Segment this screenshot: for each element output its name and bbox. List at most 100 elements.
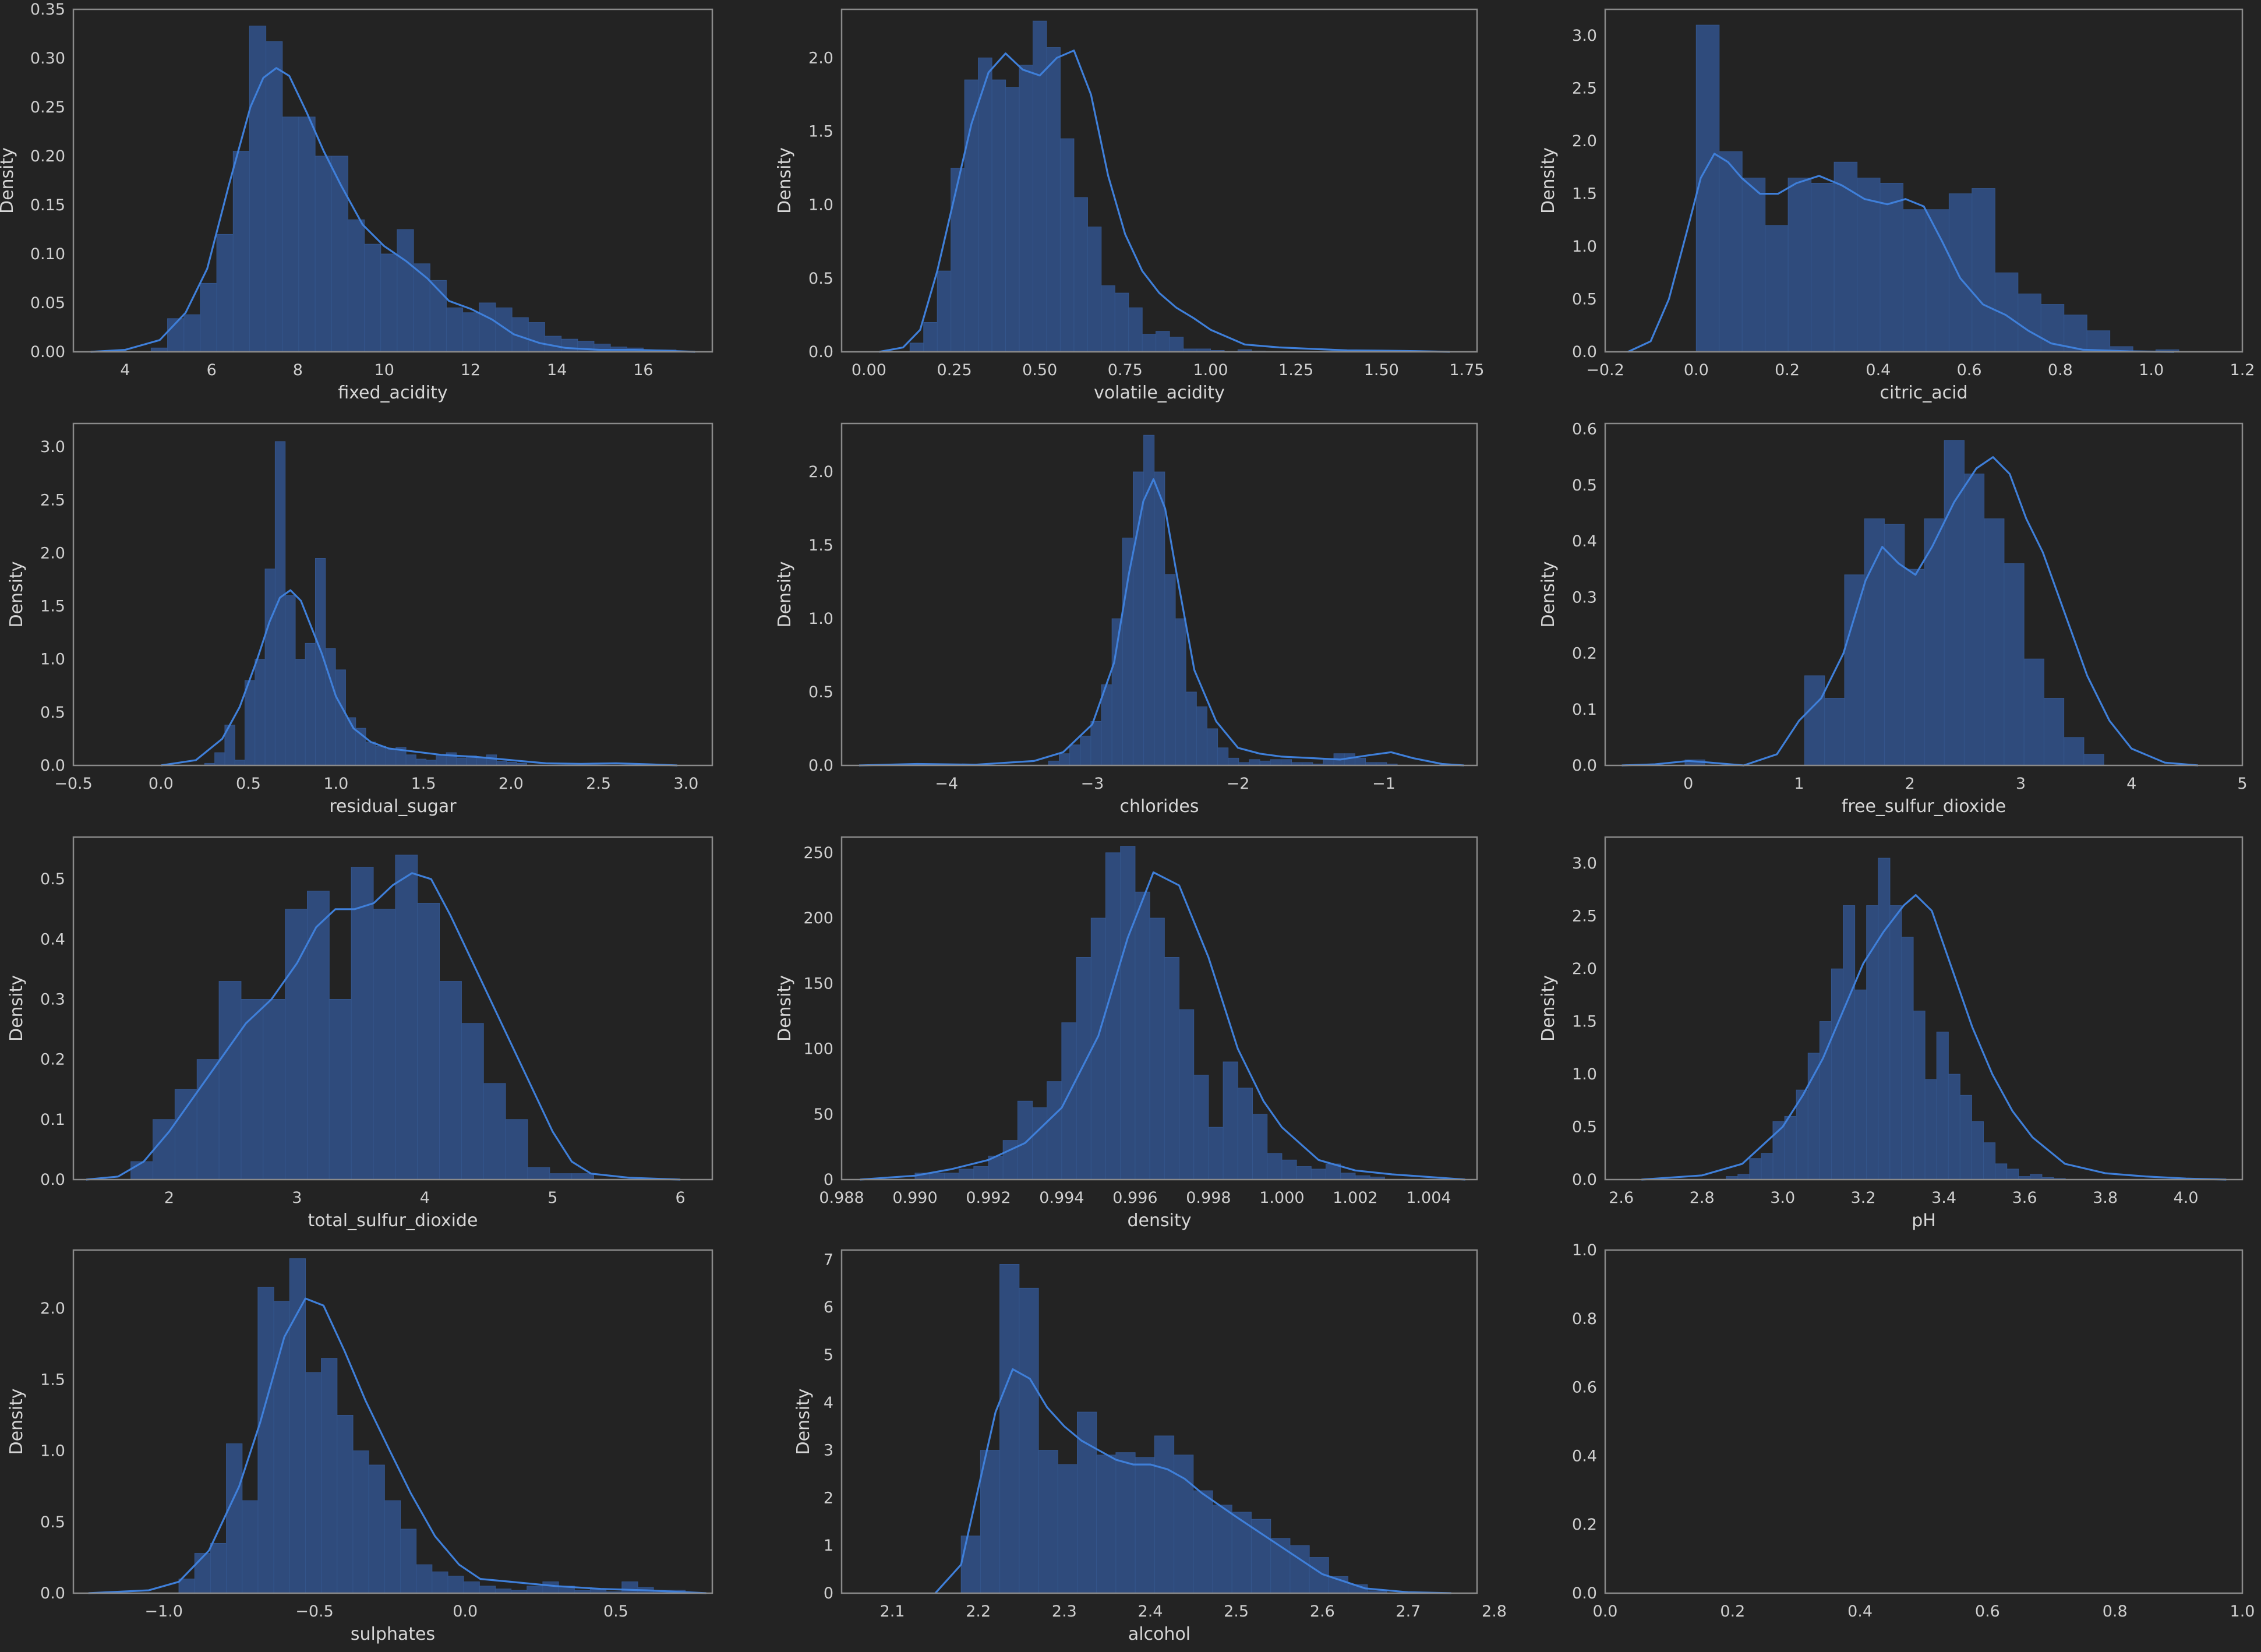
histogram-bar: [210, 1543, 227, 1594]
histogram-bar: [621, 1581, 638, 1594]
histogram-bar: [1046, 47, 1061, 352]
histogram-bar: [1831, 968, 1843, 1180]
x-tick-label: 16: [633, 361, 653, 379]
histogram-bar: [929, 1173, 945, 1180]
histogram-bar: [1251, 1519, 1271, 1594]
x-tick-label: −0.2: [1586, 361, 1624, 379]
histogram-bar: [1884, 524, 1905, 766]
histogram-bar: [1142, 334, 1157, 352]
histogram-bar: [416, 1564, 433, 1594]
histogram-bar: [384, 1500, 401, 1594]
histogram-bar: [439, 981, 462, 1180]
histogram-bar: [1057, 1464, 1078, 1594]
histogram-bar: [1122, 538, 1133, 766]
x-tick-label: 2.6: [1609, 1189, 1634, 1207]
kde-line: [86, 872, 681, 1181]
histogram-bar: [1005, 87, 1020, 352]
histogram-bar: [1090, 917, 1107, 1180]
histogram-bar: [937, 270, 952, 352]
histogram-bar: [959, 1169, 974, 1180]
histogram-bar: [1059, 753, 1071, 766]
histogram-bar: [1267, 1153, 1283, 1180]
axes-frame: [840, 1249, 1478, 1594]
histogram-bar: [483, 1083, 506, 1180]
x-tick-label: 0.994: [1039, 1189, 1084, 1207]
histogram-bar: [1995, 1163, 2008, 1180]
histogram-bar: [1149, 917, 1165, 1180]
histogram-bar: [257, 1287, 274, 1594]
histogram-bar: [1737, 1174, 1750, 1180]
x-tick-label: 0.75: [1108, 361, 1143, 379]
x-tick-label: 0.0: [453, 1602, 478, 1621]
histogram-bar: [1212, 1505, 1232, 1594]
histogram-bar: [1154, 471, 1165, 766]
y-axis-label: Density: [793, 1388, 814, 1455]
histogram-bar: [1889, 905, 1902, 1180]
x-tick-label: −0.5: [54, 775, 93, 793]
y-axis-label: Density: [1538, 975, 1559, 1042]
y-tick-label: 0.30: [30, 50, 65, 68]
x-tick-label: 12: [461, 361, 481, 379]
histogram-bar: [1811, 183, 1835, 352]
histogram-bar: [1880, 183, 1903, 352]
histogram-bar: [1237, 1088, 1253, 1180]
axes-face: [1605, 1250, 2242, 1593]
x-tick-label: 0.5: [603, 1602, 628, 1621]
y-tick-label: 0.15: [30, 196, 65, 214]
histogram-bar: [571, 1173, 595, 1180]
kde-line: [1627, 153, 2174, 353]
histogram-bar: [549, 1173, 573, 1180]
histogram-bar: [1913, 1011, 1926, 1180]
histogram-bar: [1901, 937, 1914, 1180]
x-tick-label: 1.0: [323, 775, 348, 793]
x-axis-label: alcohol: [1128, 1624, 1190, 1644]
histogram-bar: [305, 643, 316, 766]
x-tick-label: −0.5: [295, 1602, 334, 1621]
y-tick-label: 2.5: [1572, 908, 1597, 926]
histogram-bar: [2083, 754, 2104, 766]
y-tick-label: 1: [824, 1537, 833, 1555]
histogram-bar: [476, 757, 487, 766]
histogram-bar: [395, 855, 418, 1180]
histogram-bar: [561, 338, 578, 352]
y-tick-label: 2: [824, 1489, 833, 1507]
y-tick-label: 0.5: [1572, 476, 1597, 495]
x-tick-label: 2.3: [1052, 1602, 1077, 1621]
histogram-bar: [1032, 1107, 1048, 1180]
x-tick-label: 4: [2126, 775, 2136, 793]
histogram-bar: [328, 999, 352, 1180]
histogram-bar: [486, 754, 497, 766]
histogram-bar: [432, 1571, 448, 1594]
histogram-bar: [178, 1579, 195, 1594]
histogram-bar: [1971, 1121, 1984, 1180]
x-tick-label: 5: [2237, 775, 2247, 793]
y-tick-label: 2.0: [40, 1300, 65, 1318]
histogram-bar: [1824, 698, 1845, 766]
histogram-bar: [337, 1415, 354, 1594]
x-tick-label: 1.004: [1406, 1189, 1451, 1207]
y-tick-label: 0.5: [40, 1513, 65, 1531]
histogram-bars: [1684, 440, 2104, 766]
histogram-bar: [249, 26, 267, 352]
histogram-bar: [1017, 1100, 1033, 1180]
x-tick-label: 2.7: [1396, 1602, 1421, 1621]
y-tick-label: 1.5: [40, 1371, 65, 1389]
x-tick-label: 3.0: [673, 775, 698, 793]
axes-frame: [840, 422, 1478, 767]
x-tick-label: 1.0: [2139, 361, 2164, 379]
histogram-bar: [1854, 989, 1867, 1180]
subplot-chlorides: −4 −3 −2 −1 0.0 0.5 1.0 1.5 2.0 chlorides Density: [775, 422, 1478, 817]
kde-line: [879, 50, 1450, 353]
histogram-bar: [1844, 574, 1865, 766]
y-axis-label: Density: [6, 561, 27, 627]
x-tick-label: 0.00: [852, 361, 886, 379]
histogram-bar: [266, 41, 283, 352]
y-tick-label: 1.0: [40, 1442, 65, 1460]
y-axis-label: Density: [6, 1388, 27, 1455]
y-tick-label: 0.5: [1572, 1118, 1597, 1136]
histogram-bar: [365, 742, 376, 766]
x-tick-label: 2.8: [1482, 1602, 1507, 1621]
axes-frame: [840, 8, 1478, 353]
x-axis-label: pH: [1912, 1210, 1936, 1231]
x-tick-label: 0.0: [1593, 1602, 1618, 1621]
